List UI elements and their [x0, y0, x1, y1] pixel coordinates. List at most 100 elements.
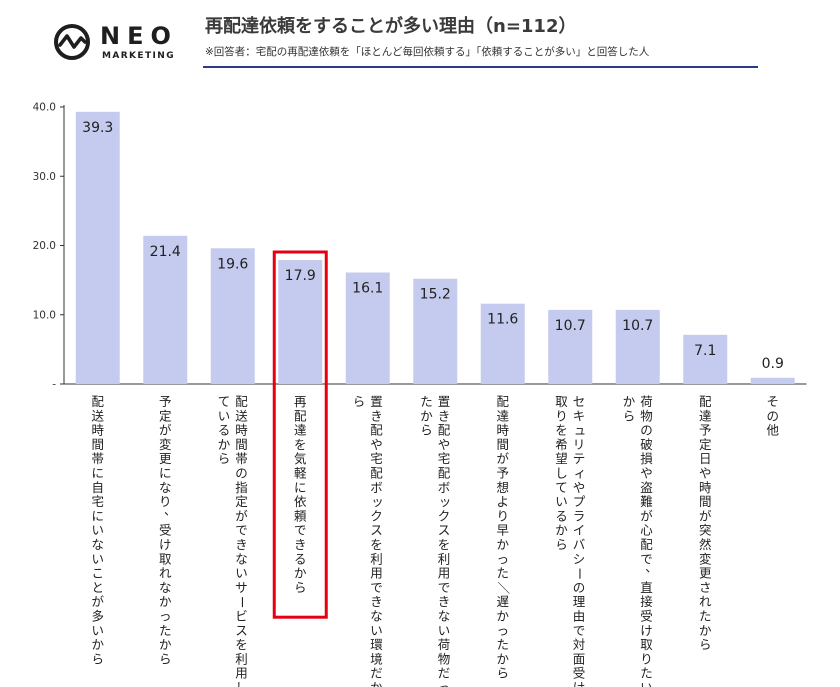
category-label-char: 、: [164, 502, 177, 517]
category-label-char: 帯: [235, 451, 248, 466]
category-label-char: け: [159, 537, 172, 552]
category-label-char: を: [555, 423, 568, 438]
category-label-char: 定: [235, 494, 248, 509]
category-label-char: 配: [438, 423, 451, 438]
category-label: 置き配や宅配ボックスを利用できない荷物だっ: [438, 394, 452, 687]
category-label-char: き: [438, 594, 451, 609]
category-label-char: 気: [294, 451, 307, 466]
category-label-char: 遅: [496, 594, 509, 609]
category-label-char: 受: [159, 523, 172, 538]
category-label-char: が: [159, 423, 172, 438]
category-label-char: か: [699, 623, 712, 638]
category-label-char: ら: [555, 537, 568, 552]
data-label: 0.9: [762, 356, 784, 372]
category-label-char: 配: [640, 537, 653, 552]
category-label: セキュリティやプライバシーの理由で対面受け: [572, 394, 587, 687]
category-label-char: い: [370, 623, 383, 638]
category-label-char: ら: [623, 408, 636, 423]
category-label-char: 置: [370, 394, 383, 409]
category-label-char: で: [573, 623, 586, 638]
category-label-char: を: [235, 637, 248, 652]
title-underline: [203, 66, 758, 68]
category-label-char: シ: [573, 551, 586, 566]
category-label-char: ら: [699, 637, 712, 652]
category-label-char: か: [294, 566, 307, 581]
category-label-char: 依: [294, 494, 307, 509]
category-label-char: と: [91, 580, 104, 595]
category-label-char: し: [555, 466, 568, 481]
category-label-char: で: [438, 580, 451, 595]
category-label-char: を: [294, 437, 307, 452]
category-label-char: っ: [496, 551, 509, 566]
category-label-char: 時: [91, 423, 104, 438]
category-label-char: を: [438, 537, 451, 552]
category-label-char: で: [370, 580, 383, 595]
category-label-char: で: [640, 551, 653, 566]
category-label-char: や: [640, 466, 653, 481]
y-tick-label: 10.0: [33, 309, 56, 321]
category-label-char: り: [555, 408, 568, 423]
category-label-char: 宅: [370, 451, 383, 466]
category-label-char: か: [623, 394, 636, 409]
category-label-char: 宅: [438, 451, 451, 466]
category-label-char: 希: [555, 437, 568, 452]
category-label-char: ら: [420, 423, 433, 438]
category-label-char: 、: [645, 560, 658, 575]
category-label-char: こ: [91, 566, 104, 581]
category-label-char: た: [159, 623, 172, 638]
category-label-char: り: [159, 494, 172, 509]
category-label-char: な: [370, 609, 383, 624]
category-label-char: 利: [438, 551, 451, 566]
category-label-char: 取: [640, 637, 653, 652]
category-label-char: 多: [91, 609, 104, 624]
y-tick-label: 40.0: [33, 102, 56, 114]
category-label-char: か: [370, 680, 383, 687]
category-label-char: 時: [496, 423, 509, 438]
category-label-char: 達: [496, 408, 509, 423]
category-label-char: キ: [573, 408, 586, 423]
category-label-char: 難: [640, 494, 653, 509]
bar: [683, 334, 728, 384]
data-label: 7.1: [694, 343, 716, 359]
category-label-char: 境: [370, 651, 383, 666]
category-label-char: な: [159, 480, 172, 495]
category-label-char: ィ: [574, 466, 587, 481]
category-label-char: い: [91, 551, 104, 566]
data-label: 10.7: [555, 318, 586, 334]
category-label-char: ス: [370, 523, 383, 538]
category-label-char: 置: [438, 394, 451, 409]
category-label-char: 接: [640, 594, 653, 609]
category-label-char: ボ: [438, 480, 451, 495]
bar: [413, 278, 458, 384]
category-label-char: 損: [640, 451, 653, 466]
category-label-char: ク: [438, 508, 451, 523]
logo-subtitle: MARKETING: [102, 51, 175, 61]
category-label-char: ビ: [235, 609, 248, 624]
category-label-char: 間: [699, 494, 712, 509]
category-label-char: 自: [91, 480, 104, 495]
category-label-char: た: [640, 666, 653, 681]
category-label-char: い: [438, 623, 451, 638]
category-label-char: り: [640, 651, 653, 666]
category-label-char: 変: [699, 551, 712, 566]
category-label-char: 理: [573, 594, 586, 609]
category-label-char: 定: [159, 408, 172, 423]
category-label-char: ら: [218, 451, 231, 466]
logo-name: NEO: [100, 22, 178, 50]
category-label-char: る: [294, 551, 307, 566]
category-label: たから: [420, 394, 433, 438]
category-label-char: ら: [353, 394, 366, 409]
data-label: 16.1: [352, 281, 383, 297]
data-label: 15.2: [420, 287, 451, 303]
category-label-char: の: [235, 466, 248, 481]
category-label-char: に: [91, 466, 104, 481]
category-label-char: テ: [573, 451, 586, 466]
category-label-char: い: [235, 566, 248, 581]
category-label-char: ス: [438, 523, 451, 538]
category-label-char: れ: [159, 566, 172, 581]
category-label-char: 受: [640, 609, 653, 624]
